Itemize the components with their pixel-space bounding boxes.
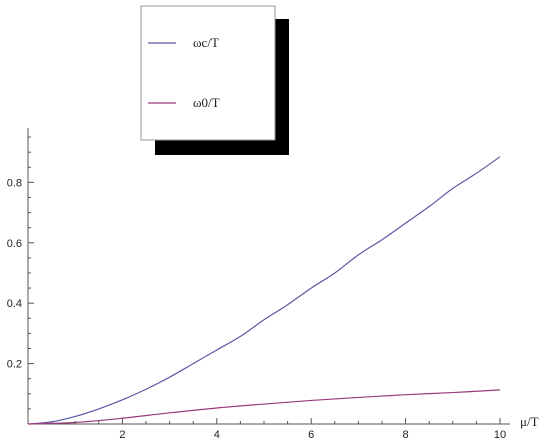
series-line-w0 (27, 389, 501, 425)
y-tick-label: 0.4 (7, 298, 22, 310)
legend: ωc/T ω0/T (140, 5, 289, 155)
legend-label-w0: ω0/T (193, 95, 220, 110)
series-layer (27, 156, 501, 425)
legend-label-wc: ωc/T (193, 35, 219, 50)
x-tick-label: 4 (214, 429, 220, 441)
axes: 2 4 6 8 10 0.2 0.4 0.6 0.8 μ/T (7, 128, 539, 441)
x-tick-label: 8 (403, 429, 409, 441)
series-line-wc (27, 156, 501, 425)
y-tick-label: 0.6 (7, 238, 22, 250)
legend-box (140, 5, 276, 141)
y-tick-label: 0.2 (7, 359, 22, 371)
x-tick-label: 10 (494, 429, 506, 441)
x-axis-label: μ/T (520, 414, 539, 429)
x-tick-label: 2 (119, 429, 125, 441)
x-tick-label: 6 (308, 429, 314, 441)
y-tick-label: 0.8 (7, 177, 22, 189)
